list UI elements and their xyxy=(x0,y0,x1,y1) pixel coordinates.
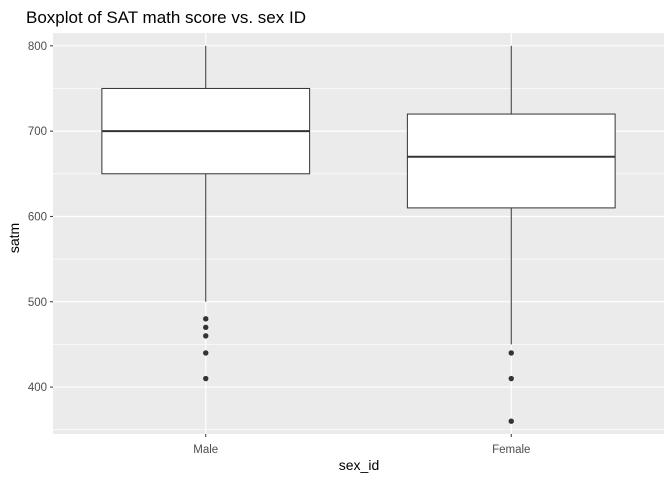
boxes-layer xyxy=(101,45,616,424)
iqr-box xyxy=(406,113,616,209)
y-tick-label: 700 xyxy=(28,126,47,138)
y-axis-title: satm xyxy=(6,223,22,253)
y-tick-label: 800 xyxy=(28,41,47,53)
outlier-point xyxy=(508,418,514,424)
outlier-point xyxy=(508,375,514,382)
box-female xyxy=(406,45,616,424)
x-axis-title: sex_id xyxy=(339,457,379,473)
outlier-point xyxy=(203,324,209,331)
x-tick-label: Female xyxy=(492,444,530,456)
x-axis-ticks: Male Female xyxy=(193,434,530,456)
y-tick-label: 600 xyxy=(28,211,47,223)
outlier-point xyxy=(203,316,209,322)
chart-title: Boxplot of SAT math score vs. sex ID xyxy=(26,8,306,27)
y-tick-label: 500 xyxy=(28,297,47,309)
outlier-point xyxy=(203,333,209,339)
outlier-point xyxy=(203,375,209,382)
outlier-point xyxy=(203,350,209,356)
y-tick-label: 400 xyxy=(28,382,47,394)
outlier-point xyxy=(508,350,514,356)
box-male xyxy=(101,45,311,382)
y-axis-ticks: 400 500 600 700 800 xyxy=(28,41,53,394)
x-tick-label: Male xyxy=(193,444,218,456)
